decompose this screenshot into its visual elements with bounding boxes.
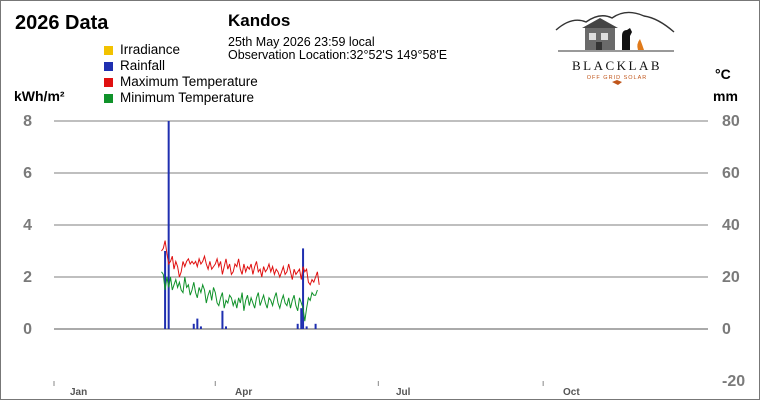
legend-swatch-rainfall <box>104 61 113 71</box>
house-dog-icon: BLACKLAB OFF GRID SOLAR <box>555 11 675 85</box>
left-axis-label: kWh/m² <box>14 88 65 104</box>
rainfall-bar <box>296 323 299 329</box>
left-tick-8: 8 <box>23 113 32 130</box>
right-tick-80: 80 <box>722 113 740 130</box>
chart-title: 2026 Data <box>15 12 109 34</box>
observation-date: 25th May 2026 23:59 local <box>228 35 375 49</box>
left-tick-0: 0 <box>23 321 32 338</box>
x-tick-apr: Apr <box>235 387 253 398</box>
logo-brand-text: BLACKLAB <box>572 58 662 73</box>
x-tick-jul: Jul <box>396 387 411 398</box>
legend-item-rainfall: Rainfall <box>104 58 258 74</box>
rainfall-bar <box>300 308 303 329</box>
series-line-max-temp <box>161 240 320 286</box>
legend-swatch-max-temp <box>104 77 113 87</box>
rainfall-bar <box>167 121 170 329</box>
right-tick-60: 60 <box>722 165 740 182</box>
left-tick-6: 6 <box>23 165 32 182</box>
legend-item-min-temp: Minimum Temperature <box>104 90 258 106</box>
right-axis-label-celsius: °C <box>715 66 731 82</box>
rainfall-bar <box>302 248 305 329</box>
rainfall-bar <box>196 318 199 329</box>
right-tick-minus20: -20 <box>722 373 746 390</box>
rainfall-bar <box>305 326 308 329</box>
series-line-min-temp <box>161 271 318 322</box>
legend-item-max-temp: Maximum Temperature <box>104 74 258 90</box>
rainfall-bar <box>221 310 224 329</box>
legend-item-irradiance: Irradiance <box>104 42 258 58</box>
grid-lines <box>54 120 708 330</box>
legend-label-irradiance: Irradiance <box>120 42 181 57</box>
legend-label-min-temp: Minimum Temperature <box>120 90 255 105</box>
rainfall-bar <box>314 323 317 329</box>
rainfall-bar <box>192 323 195 329</box>
station-name: Kandos <box>228 11 291 30</box>
logo-tagline-text: OFF GRID SOLAR <box>587 75 647 81</box>
legend: Irradiance Rainfall Maximum Temperature … <box>104 42 258 106</box>
right-tick-40: 40 <box>722 217 740 234</box>
rainfall-bar <box>199 326 202 329</box>
right-tick-0: 0 <box>722 321 731 338</box>
left-tick-4: 4 <box>23 217 32 234</box>
legend-swatch-irradiance <box>104 45 113 55</box>
right-axis-label-mm: mm <box>713 88 738 104</box>
rainfall-bar <box>225 326 228 329</box>
left-tick-2: 2 <box>23 269 32 286</box>
observation-info: 25th May 2026 23:59 local Observation Lo… <box>228 36 447 62</box>
legend-swatch-min-temp <box>104 93 113 103</box>
x-tick-oct: Oct <box>563 387 580 398</box>
right-tick-20: 20 <box>722 269 740 286</box>
x-tick-marks <box>53 381 544 386</box>
observation-location: Observation Location:32°52'S 149°58'E <box>228 48 448 62</box>
legend-label-max-temp: Maximum Temperature <box>120 74 258 89</box>
legend-label-rainfall: Rainfall <box>120 58 166 73</box>
blacklab-logo: BLACKLAB OFF GRID SOLAR <box>552 6 682 88</box>
x-tick-jan: Jan <box>70 387 88 398</box>
